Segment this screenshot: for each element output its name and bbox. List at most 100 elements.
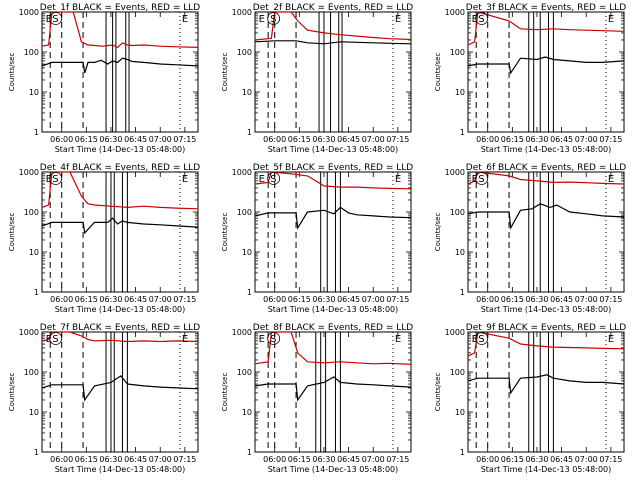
flag-label: E: [259, 174, 265, 185]
flag-label: E: [182, 334, 188, 345]
chart-panel: Det_8f BLACK = Events, RED = LLD 1 10 100 10…: [221, 323, 413, 474]
y-axis-label: Counts/sec: [434, 53, 442, 92]
flag-label: S: [478, 334, 484, 345]
lld-series-line: [467, 171, 625, 185]
events-series-line: [254, 40, 412, 45]
x-tick-label: 06:45: [124, 135, 147, 144]
flag-label: S: [52, 14, 58, 25]
x-tick-label: 06:00: [476, 135, 499, 144]
flag-label: E: [472, 334, 478, 345]
chart-title: Det_1f BLACK = Events, RED = LLD: [40, 3, 200, 13]
events-series-line: [467, 203, 625, 230]
chart-title: Det_9f BLACK = Events, RED = LLD: [466, 323, 626, 333]
x-tick-label: 06:15: [288, 295, 311, 304]
y-tick-label: 10: [455, 248, 465, 257]
x-tick-label: 07:00: [149, 455, 172, 464]
x-tick-label: 06:00: [263, 135, 286, 144]
x-tick-label: 06:30: [525, 135, 548, 144]
flag-label: E: [472, 14, 478, 25]
events-series-line: [467, 56, 625, 75]
chart-title: Det_5f BLACK = Events, RED = LLD: [253, 163, 413, 173]
y-tick-label: 1: [34, 448, 39, 457]
chart-title: Det_4f BLACK = Events, RED = LLD: [40, 163, 200, 173]
x-tick-label: 06:15: [75, 455, 98, 464]
y-axis-label: Counts/sec: [221, 213, 229, 252]
flag-label: E: [259, 14, 265, 25]
x-tick-label: 07:00: [362, 295, 385, 304]
y-tick-label: 100: [24, 48, 39, 57]
x-axis-label: Start Time (14-Dec-13 05:48:00): [55, 305, 186, 314]
chart-panel: Det_4f BLACK = Events, RED = LLD 1 10 100 10…: [8, 163, 200, 314]
lld-series-line: [254, 171, 412, 190]
x-axis-label: Start Time (14-Dec-13 05:48:00): [55, 465, 186, 474]
y-tick-label: 100: [237, 208, 252, 217]
flag-label: E: [46, 14, 52, 25]
lld-series-line: [467, 331, 625, 357]
x-axis-label: Start Time (14-Dec-13 05:48:00): [55, 145, 186, 154]
x-tick-label: 06:00: [263, 455, 286, 464]
x-tick-label: 06:30: [312, 135, 335, 144]
lld-series-line: [254, 331, 412, 365]
y-tick-label: 1: [460, 288, 465, 297]
x-tick-label: 06:30: [99, 135, 122, 144]
flag-circle: [49, 12, 63, 25]
y-tick-label: 10: [455, 88, 465, 97]
x-tick-label: 07:15: [386, 135, 409, 144]
events-series-line: [41, 375, 199, 402]
x-tick-label: 06:45: [337, 135, 360, 144]
plot-frame: [467, 331, 625, 453]
y-axis-label: Counts/sec: [8, 53, 16, 92]
x-axis-label: Start Time (14-Dec-13 05:48:00): [481, 465, 612, 474]
y-tick-label: 1: [247, 288, 252, 297]
x-axis-label: Start Time (14-Dec-13 05:48:00): [268, 145, 399, 154]
y-axis-label: Counts/sec: [221, 373, 229, 412]
x-tick-label: 06:45: [124, 295, 147, 304]
x-tick-label: 06:45: [124, 455, 147, 464]
x-tick-label: 06:45: [337, 295, 360, 304]
y-tick-label: 1000: [232, 168, 252, 177]
flag-circle: [49, 172, 63, 185]
plot-frame: [467, 171, 625, 293]
flag-label: E: [608, 174, 614, 185]
x-tick-label: 07:15: [599, 135, 622, 144]
flag-circle: [267, 12, 281, 25]
flag-label: E: [182, 14, 188, 25]
y-axis-label: Counts/sec: [8, 213, 16, 252]
x-tick-label: 06:00: [476, 295, 499, 304]
y-tick-label: 100: [24, 368, 39, 377]
x-axis-label: Start Time (14-Dec-13 05:48:00): [268, 465, 399, 474]
flag-label: E: [472, 174, 478, 185]
lld-series-line: [467, 11, 625, 46]
y-axis-label: Counts/sec: [221, 53, 229, 92]
plot-frame: [41, 331, 199, 453]
y-tick-label: 100: [237, 48, 252, 57]
plot-frame: [254, 171, 412, 293]
flag-label: E: [46, 334, 52, 345]
flag-label: S: [52, 334, 58, 345]
flag-circle: [267, 172, 281, 185]
y-tick-label: 1: [247, 448, 252, 457]
flag-circle: [475, 332, 489, 345]
x-tick-label: 06:30: [525, 455, 548, 464]
flag-label: S: [52, 174, 58, 185]
y-tick-label: 100: [450, 208, 465, 217]
chart-panel: Det_7f BLACK = Events, RED = LLD 1 10 100 10…: [8, 323, 200, 474]
flag-label: E: [608, 334, 614, 345]
flag-label: E: [395, 14, 401, 25]
y-tick-label: 10: [29, 408, 39, 417]
y-tick-label: 1000: [19, 328, 39, 337]
x-tick-label: 06:15: [75, 295, 98, 304]
chart-panel: Det_9f BLACK = Events, RED = LLD 1 10 100 10…: [434, 323, 626, 474]
y-tick-label: 1: [247, 128, 252, 137]
chart-panel: Det_3f BLACK = Events, RED = LLD 1 10 100 10…: [434, 3, 626, 154]
y-tick-label: 10: [242, 408, 252, 417]
chart-title: Det_6f BLACK = Events, RED = LLD: [466, 163, 626, 173]
y-tick-label: 100: [450, 48, 465, 57]
x-tick-label: 07:00: [575, 455, 598, 464]
chart-panel: Det_2f BLACK = Events, RED = LLD 1 10 100 10…: [221, 3, 413, 154]
flag-label: S: [478, 174, 484, 185]
y-tick-label: 10: [29, 88, 39, 97]
x-tick-label: 06:15: [501, 135, 524, 144]
x-tick-label: 06:15: [75, 135, 98, 144]
